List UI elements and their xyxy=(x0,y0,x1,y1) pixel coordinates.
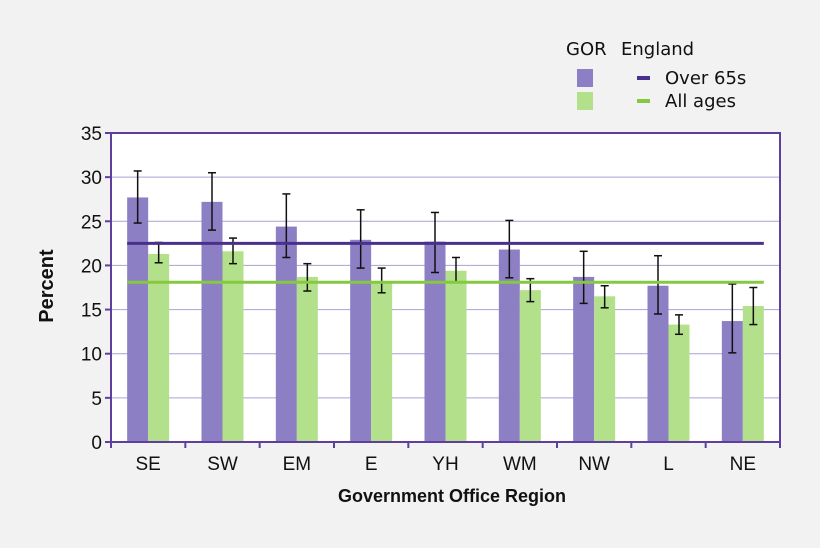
x-tick-label: SW xyxy=(207,454,238,475)
error-bar-allages-em xyxy=(303,262,312,292)
bar-allages-se xyxy=(148,253,170,442)
bar-over65-em xyxy=(275,226,297,442)
x-tick-label: E xyxy=(365,454,378,475)
bar-allages-ne xyxy=(742,306,764,442)
bar-allages-em xyxy=(296,276,318,442)
x-axis-title: Government Office Region xyxy=(338,486,566,506)
bar-allages-sw xyxy=(222,251,244,442)
error-bar-over65-ne xyxy=(728,283,737,354)
error-bar-allages-nw xyxy=(600,284,609,309)
bar-allages-yh xyxy=(445,270,467,442)
legend-header-england: England xyxy=(621,39,694,60)
bar-over65-wm xyxy=(498,249,520,442)
error-bar-over65-em xyxy=(282,193,291,259)
bar-over65-sw xyxy=(201,201,223,442)
y-tick-label: 30 xyxy=(81,168,102,189)
legend-header-gor: GOR xyxy=(566,39,607,60)
x-tick-label: L xyxy=(663,454,674,475)
reference-lines xyxy=(127,241,764,284)
y-tick-label: 35 xyxy=(81,124,102,145)
y-tick-label: 25 xyxy=(81,212,102,233)
y-tick-label: 10 xyxy=(81,345,102,366)
x-tick-label: NW xyxy=(578,454,610,475)
bar-over65-nw xyxy=(573,276,595,442)
error-bar-over65-nw xyxy=(579,250,588,305)
error-bar-allages-ne xyxy=(749,286,758,326)
bar-allages-e xyxy=(371,281,393,442)
error-bar-over65-l xyxy=(654,254,662,315)
legend: GOR England Over 65s All ages xyxy=(566,39,746,112)
error-bar-allages-l xyxy=(675,314,683,336)
error-bar-over65-se xyxy=(133,170,142,224)
error-bar-allages-e xyxy=(377,267,386,294)
bar-over65-ne xyxy=(721,321,743,442)
y-tick-label: 0 xyxy=(91,433,102,454)
y-axis-title: Percent xyxy=(36,249,58,323)
error-bar-over65-e xyxy=(356,209,365,269)
bar-allages-nw xyxy=(594,296,616,442)
legend-label-allages: All ages xyxy=(665,91,736,112)
x-tick-label: NE xyxy=(730,454,756,475)
legend-line-over65-england xyxy=(637,76,650,80)
y-tick-label: 20 xyxy=(81,256,102,277)
plot-frame xyxy=(110,132,781,443)
bar-over65-e xyxy=(350,239,372,442)
x-tick-label: WM xyxy=(503,454,537,475)
legend-line-allages-england xyxy=(637,99,650,103)
bar-over65-yh xyxy=(424,241,446,442)
bars xyxy=(127,197,764,442)
bar-over65-l xyxy=(647,285,669,442)
x-axis: SE SW EM E YH WM NW L NE xyxy=(110,442,781,475)
legend-swatch-allages-gor xyxy=(577,92,593,110)
x-tick-label: EM xyxy=(283,454,312,475)
y-axis: 0 5 10 15 20 25 30 35 xyxy=(81,124,111,454)
error-bar-over65-sw xyxy=(208,171,216,231)
legend-label-over65: Over 65s xyxy=(665,68,746,89)
bar-allages-wm xyxy=(519,290,541,442)
legend-swatch-over65-gor xyxy=(577,69,593,87)
bar-allages-l xyxy=(668,324,690,442)
y-tick-label: 15 xyxy=(81,301,102,322)
y-tick-label: 5 xyxy=(91,389,102,410)
x-tick-label: YH xyxy=(432,454,458,475)
bar-over65-se xyxy=(127,197,149,442)
x-tick-label: SE xyxy=(135,454,160,475)
error-bar-over65-wm xyxy=(505,219,514,279)
